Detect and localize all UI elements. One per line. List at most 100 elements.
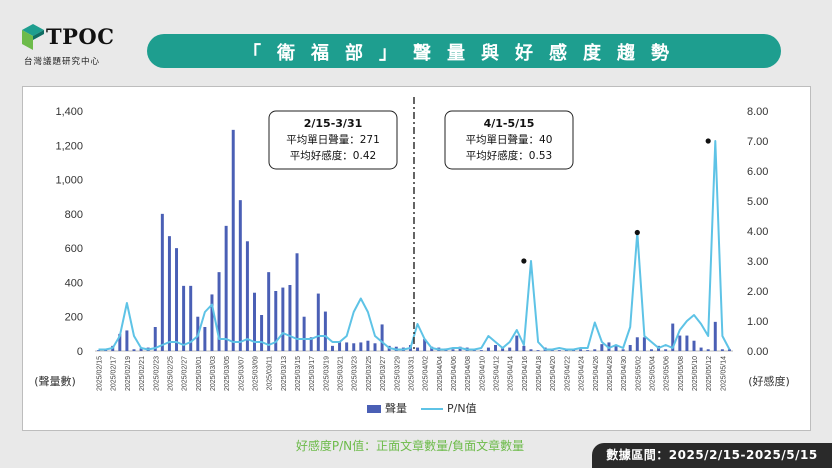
bar <box>316 293 320 351</box>
x-tick-label: 2025/05/12 <box>706 356 713 391</box>
bar <box>267 272 271 351</box>
bar <box>295 253 299 351</box>
x-tick-label: 2025/05/08 <box>678 356 685 391</box>
annotation-box <box>444 110 574 170</box>
x-tick-label: 2025/03/31 <box>408 356 415 391</box>
chart-svg: 0 200 400 600 800 1,000 1,200 1,400 0.00 1.00 2.00… <box>34 97 790 415</box>
bar <box>451 349 455 351</box>
page-title: 「衛福部」聲量與好感度趨勢 <box>243 43 685 64</box>
bar <box>210 294 214 351</box>
y-left-axis-label: (聲量數) <box>34 374 76 388</box>
x-tick-label: 2025/04/18 <box>536 356 543 391</box>
x-tick-label: 2025/04/30 <box>621 356 628 391</box>
y-left-tick-label: 1,200 <box>55 140 83 152</box>
bar <box>501 348 505 351</box>
x-tick-label: 2025/04/12 <box>494 356 501 391</box>
y-left-tick-label: 200 <box>65 312 83 324</box>
logo-mark-icon <box>22 24 44 50</box>
x-tick-label: 2025/04/08 <box>465 356 472 391</box>
x-tick-label: 2025/04/10 <box>479 356 486 391</box>
x-tick-label: 2025/02/23 <box>153 356 160 391</box>
bar <box>727 349 731 351</box>
bar <box>245 241 249 351</box>
x-tick-label: 2025/02/25 <box>167 356 174 391</box>
x-tick-label: 2025/03/23 <box>352 356 359 391</box>
bar <box>579 349 583 351</box>
bar <box>175 248 179 351</box>
bar <box>125 330 129 351</box>
y-right-tick-label: 0.00 <box>747 346 768 358</box>
x-tick-label: 2025/02/21 <box>139 356 146 391</box>
x-tick-label: 2025/05/14 <box>720 356 727 391</box>
x-tick-label: 2025/02/27 <box>182 356 189 391</box>
y-left-tick-label: 400 <box>65 277 83 289</box>
bar <box>494 345 498 351</box>
annotation-period: 4/1-5/15 <box>484 117 535 130</box>
bar <box>671 323 675 351</box>
y-right-tick-label: 6.00 <box>747 166 768 178</box>
bar <box>359 342 363 351</box>
x-tick-label: 2025/03/03 <box>210 356 217 391</box>
annotation-box <box>268 110 398 170</box>
bar <box>260 315 264 351</box>
y-left-tick-label: 600 <box>65 243 83 255</box>
bar <box>153 327 157 351</box>
x-tick-label: 2025/03/11 <box>267 356 274 391</box>
x-tick-label: 2025/03/13 <box>281 356 288 391</box>
bar <box>118 333 122 351</box>
x-tick-label: 2025/04/28 <box>607 356 614 391</box>
y-left-tick-label: 1,000 <box>55 175 83 187</box>
x-tick-label: 2025/03/19 <box>323 356 330 391</box>
bar <box>345 342 349 351</box>
bar <box>423 339 427 351</box>
x-tick-label: 2025/03/21 <box>338 356 345 391</box>
legend-label-pn: P/N值 <box>447 402 477 415</box>
annotation-period: 2/15-3/31 <box>304 117 363 130</box>
y-left-tick-label: 0 <box>77 346 83 358</box>
bar <box>664 349 668 351</box>
bar <box>416 347 420 351</box>
bar <box>479 350 483 351</box>
bar <box>600 344 604 351</box>
logo: TPOC 台灣議題研究中心 <box>22 24 137 68</box>
x-tick-label: 2025/04/14 <box>508 356 515 391</box>
x-tick-label: 2025/05/02 <box>635 356 642 391</box>
x-tick-label: 2025/02/17 <box>111 356 118 391</box>
x-tick-label: 2025/04/24 <box>579 356 586 391</box>
bar <box>189 285 193 351</box>
bar <box>713 321 717 351</box>
bar <box>557 350 561 351</box>
x-tick-label: 2025/03/05 <box>224 356 231 391</box>
x-tick-label: 2025/05/04 <box>649 356 656 391</box>
bar <box>649 349 653 351</box>
logo-wordmark: TPOC <box>46 24 115 49</box>
pn-line-series <box>98 140 731 351</box>
legend-swatch-bar <box>367 405 381 413</box>
date-range-badge: 數據區間：2025/2/15-2025/5/15 <box>592 443 832 468</box>
bar <box>380 324 384 351</box>
bar <box>678 335 682 351</box>
bar <box>274 291 278 351</box>
peak-marker <box>521 258 527 264</box>
bar <box>642 337 646 351</box>
bar <box>685 335 689 351</box>
bar <box>139 348 143 351</box>
annotation-sentiment: 平均好感度：0.42 <box>290 149 376 162</box>
annotation-volume: 平均單日聲量：271 <box>286 133 380 146</box>
bar <box>224 225 228 351</box>
x-tick-label: 2025/03/29 <box>394 356 401 391</box>
bar <box>160 213 164 351</box>
bar <box>508 347 512 351</box>
bar <box>352 343 356 351</box>
x-tick-label: 2025/03/25 <box>366 356 373 391</box>
logo-subtitle: 台灣議題研究中心 <box>24 57 101 67</box>
annotation-sentiment: 平均好感度：0.53 <box>466 149 552 162</box>
bar <box>288 285 292 351</box>
bar <box>203 327 207 351</box>
x-tick-label: 2025/02/19 <box>125 356 132 391</box>
bar <box>628 345 632 351</box>
title-banner: 「衛福部」聲量與好感度趨勢 <box>147 34 781 68</box>
x-tick-label: 2025/03/27 <box>380 356 387 391</box>
bar <box>373 343 377 351</box>
bar <box>309 337 313 351</box>
